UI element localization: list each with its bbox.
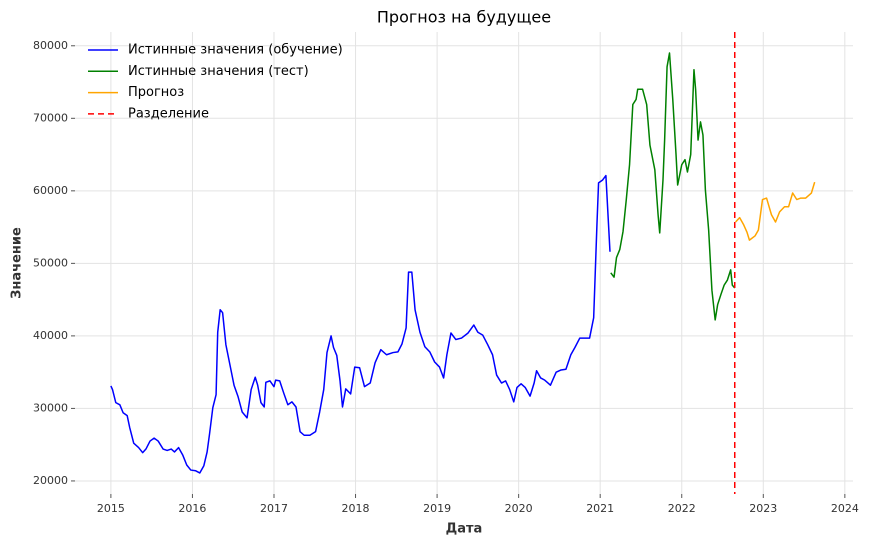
x-tick-label: 2018 bbox=[342, 502, 370, 515]
x-tick-label: 2022 bbox=[668, 502, 696, 515]
series-line bbox=[110, 174, 611, 474]
x-tick-label: 2023 bbox=[749, 502, 777, 515]
chart-title: Прогноз на будущее bbox=[377, 8, 551, 27]
x-tick-label: 2024 bbox=[831, 502, 859, 515]
legend-label: Разделение bbox=[128, 106, 209, 121]
x-tick-label: 2019 bbox=[423, 502, 451, 515]
x-tick-label: 2017 bbox=[260, 502, 288, 515]
y-tick-label: 70000 bbox=[33, 111, 68, 124]
x-tick-label: 2020 bbox=[505, 502, 533, 515]
y-tick-label: 50000 bbox=[33, 256, 68, 269]
y-tick-label: 20000 bbox=[33, 474, 68, 487]
legend-label: Истинные значения (тест) bbox=[128, 64, 309, 79]
y-tick-label: 80000 bbox=[33, 39, 68, 52]
y-tick-label: 30000 bbox=[33, 401, 68, 414]
x-tick-label: 2015 bbox=[97, 502, 125, 515]
y-tick-label: 60000 bbox=[33, 184, 68, 197]
series-line bbox=[610, 52, 736, 321]
x-tick-label: 2021 bbox=[586, 502, 614, 515]
y-axis-label: Значение bbox=[10, 227, 25, 299]
y-tick-label: 40000 bbox=[33, 329, 68, 342]
legend-label: Прогноз bbox=[128, 85, 184, 100]
x-tick-label: 2016 bbox=[178, 502, 206, 515]
x-axis-label: Дата bbox=[446, 522, 483, 537]
legend-label: Истинные значения (обучение) bbox=[128, 43, 343, 58]
series-line bbox=[735, 181, 816, 241]
